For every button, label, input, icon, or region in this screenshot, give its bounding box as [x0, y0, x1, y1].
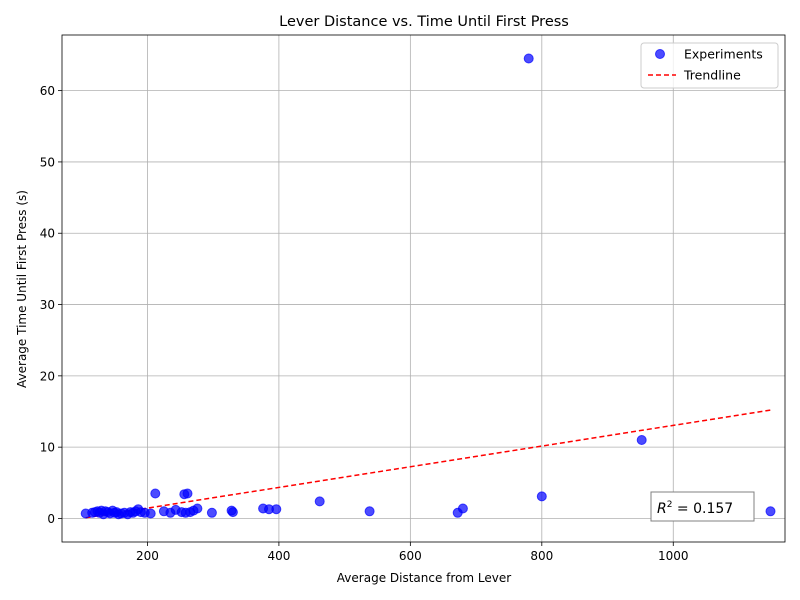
data-point: [523, 53, 534, 64]
plot-area-frame: [61, 34, 786, 543]
y-tick-label: 0: [47, 512, 55, 526]
data-point: [636, 435, 647, 445]
r-squared-box: [650, 491, 755, 522]
x-axis-label: Average Distance from Lever: [337, 571, 511, 585]
data-point: [364, 506, 375, 517]
y-axis-label: Average Time Until First Press (s): [15, 190, 29, 388]
x-axis-ticks: 200 400 600 800 1000: [136, 542, 689, 563]
y-tick-label: 40: [40, 227, 55, 241]
y-tick-label: 50: [40, 155, 55, 169]
chart-title: Lever Distance vs. Time Until First Pres…: [279, 14, 569, 30]
data-point: [192, 503, 203, 514]
data-point: [457, 503, 468, 514]
y-tick-label: 60: [40, 84, 55, 98]
r-squared-annotation: R2 = 0.157: [650, 491, 755, 522]
data-point: [145, 508, 156, 519]
data-point: [182, 488, 193, 499]
data-point: [150, 488, 161, 499]
trendline: [85, 409, 771, 519]
trendline-layer: [85, 409, 771, 519]
x-tick-label: 400: [267, 549, 290, 563]
data-points: [80, 53, 776, 520]
data-point: [227, 507, 238, 518]
x-tick-label: 800: [530, 549, 553, 563]
x-tick-label: 600: [399, 549, 422, 563]
y-tick-label: 30: [40, 298, 55, 312]
data-point: [271, 504, 282, 515]
r-squared-text: R2 = 0.157: [657, 500, 733, 517]
x-tick-label: 1000: [658, 549, 689, 563]
y-tick-label: 10: [40, 441, 55, 455]
legend: Experiments Trendline: [640, 42, 779, 89]
x-tick-label: 200: [136, 549, 159, 563]
legend-label-trendline: Trendline: [683, 68, 741, 83]
data-point: [536, 491, 547, 502]
y-tick-label: 20: [40, 369, 55, 383]
legend-box: [640, 42, 779, 89]
data-point: [314, 496, 325, 507]
y-axis-ticks: 0 10 20 30 40 50 60: [40, 84, 62, 526]
grid-lines: [62, 35, 785, 542]
data-point: [765, 506, 776, 517]
data-point: [206, 507, 217, 518]
legend-marker-experiments: [655, 49, 665, 59]
legend-label-experiments: Experiments: [684, 47, 763, 62]
